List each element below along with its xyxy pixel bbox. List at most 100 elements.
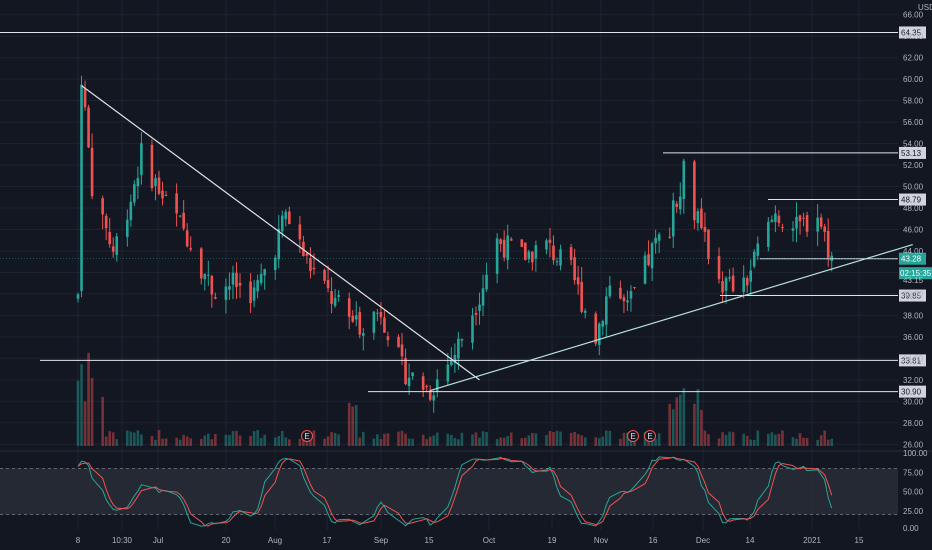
candle-body[interactable] — [164, 195, 168, 197]
candle-body[interactable] — [502, 239, 506, 258]
candle-body[interactable] — [767, 221, 770, 247]
candle-body[interactable] — [770, 219, 774, 222]
candle-body[interactable] — [752, 251, 756, 267]
candle-body[interactable] — [495, 238, 499, 274]
candle-body[interactable] — [376, 312, 379, 314]
candle-body[interactable] — [379, 312, 383, 318]
candle-body[interactable] — [675, 203, 679, 207]
candle-body[interactable] — [682, 160, 686, 200]
candle-body[interactable] — [347, 298, 351, 317]
candle-body[interactable] — [111, 246, 115, 252]
candle-body[interactable] — [383, 317, 386, 333]
candle-body[interactable] — [126, 219, 129, 238]
candle-body[interactable] — [826, 230, 830, 258]
candle-body[interactable] — [626, 300, 629, 303]
candle-body[interactable] — [115, 236, 119, 255]
candle-body[interactable] — [597, 323, 601, 345]
candle-body[interactable] — [136, 178, 140, 187]
candle-body[interactable] — [594, 313, 598, 344]
candle-body[interactable] — [819, 217, 823, 227]
candle-body[interactable] — [573, 257, 576, 281]
candle-body[interactable] — [90, 147, 94, 197]
candle-body[interactable] — [298, 224, 302, 240]
candle-body[interactable] — [654, 237, 657, 244]
candle-body[interactable] — [721, 281, 724, 293]
candle-body[interactable] — [178, 215, 182, 217]
horizontal-levels[interactable]: 64.35 53.13 48.79 43.28 39.85 33.81 30.90 — [0, 26, 926, 398]
candle-body[interactable] — [745, 278, 749, 286]
candle-body[interactable] — [731, 275, 735, 292]
candle-body[interactable] — [816, 217, 819, 232]
candle-body[interactable] — [108, 231, 111, 245]
trendlines[interactable] — [81, 85, 913, 392]
candle-body[interactable] — [288, 211, 291, 224]
candle-body[interactable] — [404, 357, 407, 385]
earnings-marker[interactable] — [627, 430, 639, 442]
candle-body[interactable] — [774, 213, 777, 222]
stochastic-k-line[interactable] — [77, 456, 833, 527]
candle-body[interactable] — [481, 288, 485, 306]
candle-body[interactable] — [805, 215, 809, 232]
candle-body[interactable] — [668, 236, 672, 238]
candle-body[interactable] — [203, 273, 207, 280]
candle-body[interactable] — [608, 285, 612, 297]
candle-body[interactable] — [795, 216, 798, 229]
candle-body[interactable] — [520, 239, 524, 247]
candle-body[interactable] — [326, 280, 330, 289]
candle-body[interactable] — [231, 272, 235, 285]
candle-body[interactable] — [742, 277, 745, 293]
candle-body[interactable] — [252, 287, 256, 301]
candle-body[interactable] — [273, 257, 277, 271]
candle-body[interactable] — [457, 338, 460, 359]
candle-body[interactable] — [263, 269, 266, 276]
candle-body[interactable] — [474, 312, 478, 315]
candle-body[interactable] — [351, 315, 355, 322]
candle-body[interactable] — [756, 243, 760, 256]
candle-body[interactable] — [333, 297, 337, 306]
candle-body[interactable] — [199, 248, 203, 279]
candle-body[interactable] — [312, 267, 316, 270]
stochastic-pane[interactable] — [0, 450, 932, 527]
candle-body[interactable] — [280, 215, 284, 232]
candle-body[interactable] — [87, 107, 90, 148]
candle-body[interactable] — [104, 215, 108, 229]
candle-body[interactable] — [277, 228, 281, 260]
candle-body[interactable] — [407, 377, 411, 386]
candle-body[interactable] — [189, 248, 193, 250]
candle-body[interactable] — [361, 333, 365, 336]
candle-body[interactable] — [552, 245, 555, 261]
earnings-marker[interactable] — [301, 430, 313, 442]
candle-body[interactable] — [777, 215, 781, 223]
candle-body[interactable] — [717, 255, 721, 280]
candle-body[interactable] — [657, 234, 661, 241]
candle-body[interactable] — [728, 277, 731, 279]
candle-body[interactable] — [175, 193, 178, 214]
candle-body[interactable] — [485, 274, 488, 290]
candle-body[interactable] — [548, 239, 552, 243]
candle-body[interactable] — [421, 376, 425, 390]
earnings-marker[interactable] — [644, 430, 656, 442]
candle-body[interactable] — [471, 315, 474, 343]
candle-body[interactable] — [791, 228, 795, 231]
candle-body[interactable] — [629, 291, 633, 299]
time-axis[interactable]: 8 10:30 Jul 20 Aug 17 Sep 15 Oct 19 Nov 16 Dec 14 2021… — [76, 536, 864, 545]
candle-body[interactable] — [140, 143, 143, 176]
candle-body[interactable] — [643, 255, 647, 284]
candle-body[interactable] — [358, 311, 362, 335]
candle-body[interactable] — [411, 372, 414, 377]
candle-body[interactable] — [633, 287, 636, 289]
candle-body[interactable] — [678, 196, 682, 210]
candle-body[interactable] — [569, 247, 573, 260]
candle-body[interactable] — [157, 177, 161, 194]
candle-body[interactable] — [671, 200, 675, 237]
candle-body[interactable] — [210, 275, 214, 295]
candle-body[interactable] — [83, 88, 87, 108]
candle-body[interactable] — [161, 190, 164, 199]
candle-body[interactable] — [249, 281, 252, 304]
candle-body[interactable] — [534, 245, 538, 259]
candle-body[interactable] — [583, 310, 587, 313]
candle-body[interactable] — [372, 311, 376, 333]
candle-body[interactable] — [435, 379, 439, 393]
candle-body[interactable] — [154, 178, 157, 187]
